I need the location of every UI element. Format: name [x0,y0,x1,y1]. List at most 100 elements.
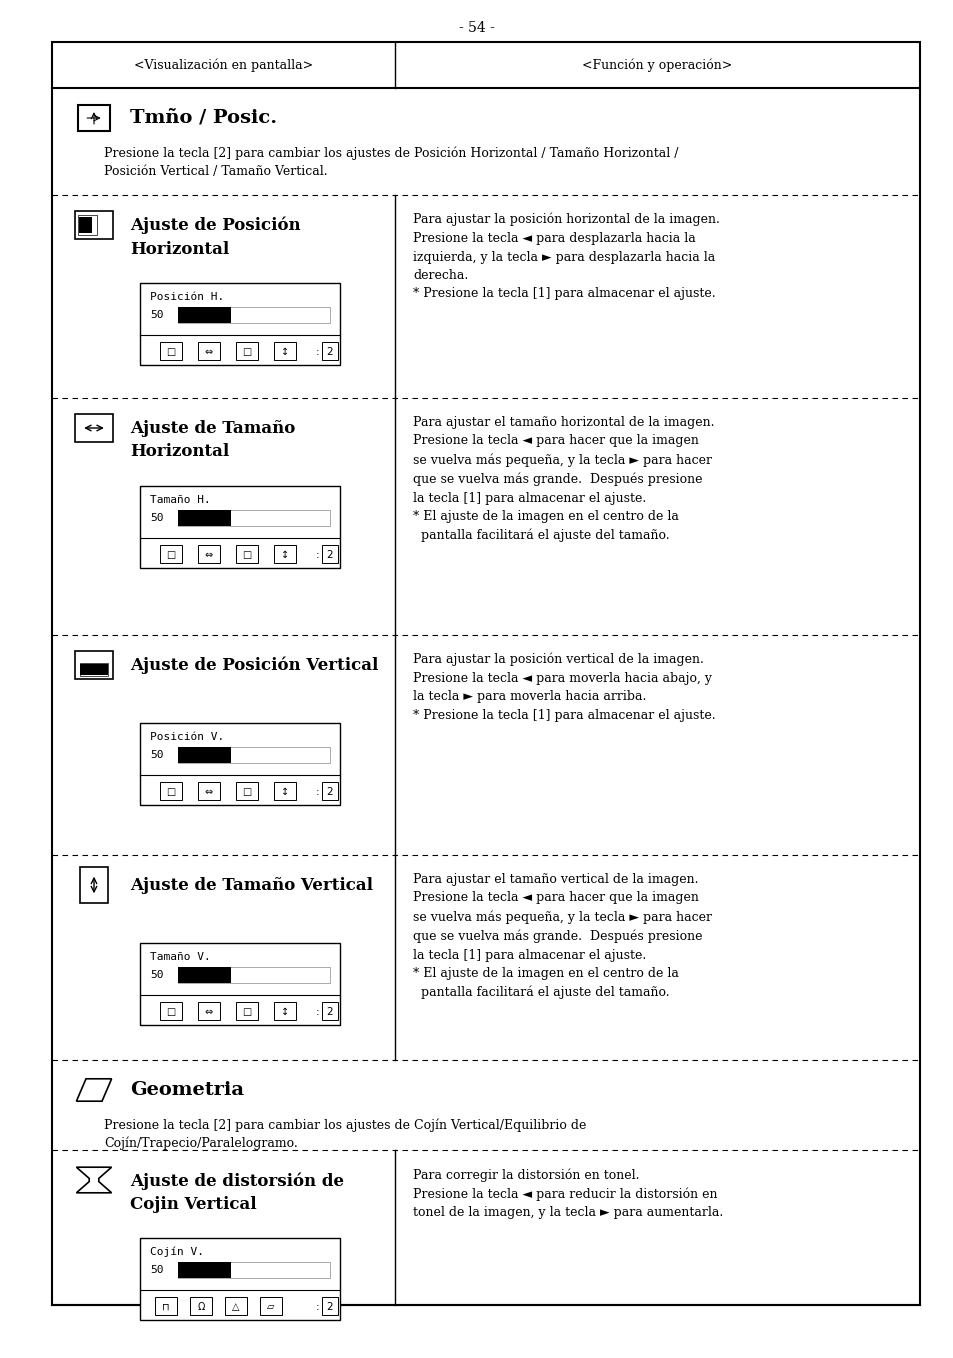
Bar [140,282,339,365]
Text: ↕: ↕ [280,1008,289,1017]
Bar [190,1297,212,1315]
Bar [178,747,330,763]
Text: □: □ [242,1008,252,1017]
Text: Para ajustar el tamaño horizontal de la imagen.
Presione la tecla ◄ para hacer q: Para ajustar el tamaño horizontal de la … [413,416,714,542]
Text: ↕: ↕ [280,550,289,559]
Bar [178,511,231,526]
Bar [78,216,97,235]
Text: Ajuste de Posición Vertical: Ajuste de Posición Vertical [130,657,378,675]
Text: □: □ [242,788,252,797]
Bar [322,342,337,360]
Text: Tamaño V.: Tamaño V. [150,952,211,961]
Bar [160,782,182,800]
Bar [74,650,113,679]
Bar [274,782,295,800]
Text: ▱: ▱ [267,1302,274,1312]
Text: ⇔: ⇔ [205,550,213,559]
Text: Presione la tecla [2] para cambiar los ajustes de Posición Horizontal / Tamaño H: Presione la tecla [2] para cambiar los a… [104,147,678,178]
Text: :: : [315,348,319,357]
Bar [79,664,109,676]
Bar [78,105,110,130]
Polygon shape [76,1078,112,1101]
Bar [235,545,257,564]
Text: Cojín V.: Cojín V. [150,1247,204,1258]
Bar [79,217,91,234]
Text: <Función y operación>: <Función y operación> [581,58,732,72]
Text: Para ajustar la posición vertical de la imagen.
Presione la tecla ◄ para moverla: Para ajustar la posición vertical de la … [413,653,715,722]
Text: :: : [315,1302,319,1312]
Bar [178,307,330,323]
Bar [198,545,220,564]
Bar [322,545,337,564]
Bar [235,782,257,800]
Text: 2: 2 [326,1008,333,1017]
Bar [178,1262,330,1278]
Polygon shape [76,1167,112,1192]
Bar [198,782,220,800]
Text: ↕: ↕ [280,348,289,357]
Bar [225,1297,247,1315]
Text: 50: 50 [150,750,163,760]
Text: ⇔: ⇔ [205,348,213,357]
Text: 2: 2 [326,788,333,797]
Text: □: □ [166,550,175,559]
Bar [79,868,109,903]
Bar [178,747,231,763]
Text: □: □ [242,550,252,559]
Bar [160,342,182,360]
Bar [274,342,295,360]
Text: ⇔: ⇔ [205,788,213,797]
Bar [178,967,330,983]
Bar [140,486,339,568]
Bar [160,1002,182,1020]
Text: Ω: Ω [197,1302,205,1312]
Text: Para ajustar el tamaño vertical de la imagen.
Presione la tecla ◄ para hacer que: Para ajustar el tamaño vertical de la im… [413,873,711,999]
Text: ↕: ↕ [280,788,289,797]
Text: Tmño / Posic.: Tmño / Posic. [130,109,276,128]
Bar [235,1002,257,1020]
Text: 50: 50 [150,1266,163,1275]
Bar [260,1297,282,1315]
Text: Tamaño H.: Tamaño H. [150,496,211,505]
Text: □: □ [166,1008,175,1017]
Bar [140,722,339,805]
Bar [154,1297,177,1315]
Bar [74,414,113,443]
Bar [178,967,231,983]
Text: □: □ [242,348,252,357]
Bar [80,664,108,675]
Bar [322,1297,337,1315]
Text: Ajuste de Tamaño
Horizontal: Ajuste de Tamaño Horizontal [130,420,294,460]
Text: Para corregir la distorsión en tonel.
Presione la tecla ◄ para reducir la distor: Para corregir la distorsión en tonel. Pr… [413,1168,722,1219]
Text: :: : [315,788,319,797]
Text: △: △ [232,1302,239,1312]
Bar [140,1238,339,1320]
Text: Para ajustar la posición horizontal de la imagen.
Presione la tecla ◄ para despl: Para ajustar la posición horizontal de l… [413,213,720,300]
Text: 2: 2 [326,1302,333,1312]
Text: □: □ [166,788,175,797]
Text: 50: 50 [150,310,163,320]
Bar [322,782,337,800]
Bar [178,511,330,526]
Text: 50: 50 [150,970,163,980]
Text: Posición H.: Posición H. [150,292,224,301]
Text: - 54 -: - 54 - [458,20,495,35]
Text: Ajuste de Tamaño Vertical: Ajuste de Tamaño Vertical [130,877,373,894]
Bar [274,1002,295,1020]
Text: Presione la tecla [2] para cambiar los ajustes de Cojín Vertical/Equilibrio de
C: Presione la tecla [2] para cambiar los a… [104,1118,586,1150]
Text: Posición V.: Posición V. [150,732,224,741]
Text: <Visualización en pantalla>: <Visualización en pantalla> [133,58,313,72]
Bar [178,1262,231,1278]
Text: 50: 50 [150,513,163,523]
Bar [178,307,231,323]
Bar [274,545,295,564]
Bar [160,545,182,564]
Text: 2: 2 [326,348,333,357]
Bar [140,942,339,1025]
Text: ⇔: ⇔ [205,1008,213,1017]
Text: ⊓: ⊓ [162,1302,170,1312]
Bar [198,1002,220,1020]
Bar [235,342,257,360]
Bar [198,342,220,360]
Text: :: : [315,550,319,559]
